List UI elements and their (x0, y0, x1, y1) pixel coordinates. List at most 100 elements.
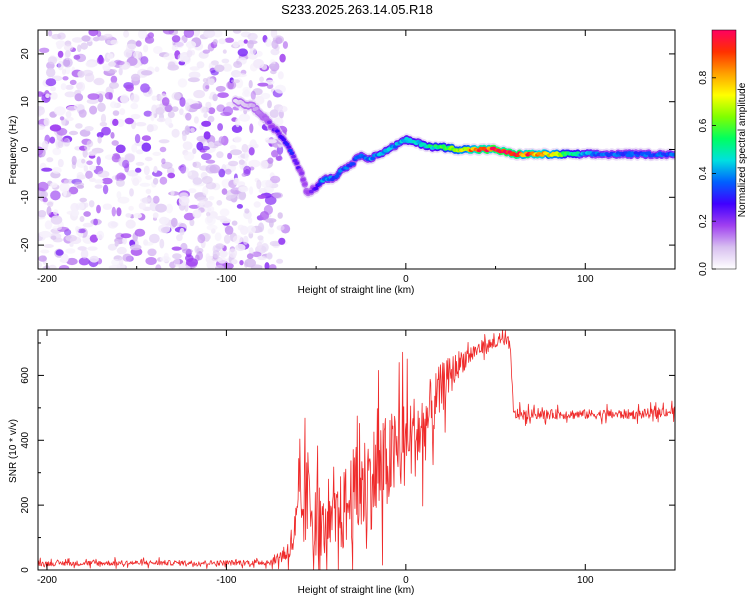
noise-blob (193, 116, 199, 124)
noise-blob (89, 255, 99, 263)
noise-blob (202, 185, 209, 196)
noise-blob (140, 83, 150, 93)
noise-blob (242, 86, 251, 94)
noise-blob (231, 124, 243, 133)
ridge-core (294, 161, 300, 165)
noise-blob (60, 137, 69, 143)
noise-blob (223, 234, 231, 244)
ridge-core (266, 120, 272, 125)
noise-blob (257, 235, 264, 241)
noise-blob (164, 117, 172, 126)
noise-blob (253, 201, 261, 208)
noise-blob (96, 204, 101, 214)
noise-blob (215, 264, 225, 269)
noise-blob (64, 91, 76, 98)
noise-blob (133, 213, 142, 219)
noise-blob (70, 202, 80, 212)
noise-blob (267, 100, 272, 109)
ridge-core (299, 171, 304, 175)
noise-blob (261, 243, 269, 252)
noise-blob (146, 124, 154, 133)
noise-blob (229, 144, 237, 150)
noise-blob (101, 126, 111, 136)
noise-blob (158, 216, 169, 225)
noise-blob (179, 164, 187, 174)
noise-blob (186, 50, 193, 58)
noise-blob (221, 188, 228, 195)
noise-blob (276, 258, 284, 264)
noise-blob (151, 95, 158, 101)
x-tick-label: -200 (37, 575, 57, 586)
noise-blob (147, 248, 157, 257)
noise-blob (107, 221, 118, 229)
noise-blob (247, 32, 258, 41)
noise-blob (218, 168, 226, 178)
noise-blob (184, 125, 190, 135)
noise-blob (219, 208, 230, 217)
noise-blob (116, 191, 122, 199)
noise-blob (47, 201, 54, 208)
noise-blob (104, 92, 113, 100)
noise-blob (76, 174, 86, 180)
noise-blob (205, 182, 217, 190)
noise-blob (171, 35, 181, 43)
colorbar: 0.0 0.2 0.4 0.6 0.8 Normalized spectral ampl… (698, 29, 748, 276)
noise-blob (177, 78, 188, 88)
noise-blob (167, 64, 179, 71)
snr-line (38, 330, 675, 570)
noise-blob (65, 116, 74, 122)
noise-blob (87, 93, 100, 100)
noise-blob (122, 236, 127, 245)
noise-blob (50, 86, 56, 92)
noise-blob (60, 83, 67, 91)
noise-blob (178, 195, 190, 206)
noise-blob (102, 184, 109, 195)
noise-blob (167, 172, 176, 179)
noise-blob (134, 133, 141, 144)
noise-blob (75, 123, 83, 129)
noise-blob (188, 188, 197, 194)
noise-blob (78, 232, 84, 238)
noise-blob (171, 44, 178, 52)
noise-blob (50, 92, 58, 100)
noise-blob (110, 101, 118, 109)
noise-blob (159, 238, 165, 249)
noise-blob (221, 58, 230, 64)
noise-blob (201, 146, 210, 151)
noise-blob (116, 119, 125, 127)
noise-blob (46, 206, 52, 216)
noise-blob (205, 101, 212, 109)
noise-blob (277, 212, 283, 219)
noise-blob (52, 147, 62, 156)
noise-blob (65, 248, 76, 254)
noise-blob (47, 56, 58, 65)
noise-blob (268, 264, 277, 269)
noise-blob (134, 228, 146, 237)
noise-blob (143, 44, 149, 53)
noise-blob (201, 153, 212, 161)
x-tick-label: 100 (577, 274, 594, 285)
noise-blob (129, 244, 142, 251)
noise-blob (85, 170, 93, 179)
noise-blob (251, 251, 262, 258)
noise-blob (149, 233, 160, 244)
noise-blob (208, 141, 215, 148)
noise-blob (278, 105, 288, 113)
noise-blob (108, 265, 121, 269)
noise-blob (97, 170, 110, 178)
noise-blob (75, 82, 83, 90)
ridge-core (289, 151, 295, 156)
noise-blob (68, 130, 79, 136)
noise-blob (96, 56, 105, 65)
noise-blob (38, 210, 47, 218)
noise-blob (160, 226, 170, 234)
noise-blob (170, 190, 175, 196)
noise-blob (125, 154, 135, 163)
noise-blob (216, 151, 224, 159)
noise-blob (118, 67, 123, 76)
noise-blob (69, 79, 77, 86)
snr-panel: -200 -100 0 100 0 200 400 600 Height of straigh… (8, 329, 676, 596)
noise-blob (263, 204, 273, 215)
y-tick-label: 20 (20, 48, 31, 60)
ridge-core (317, 182, 322, 186)
